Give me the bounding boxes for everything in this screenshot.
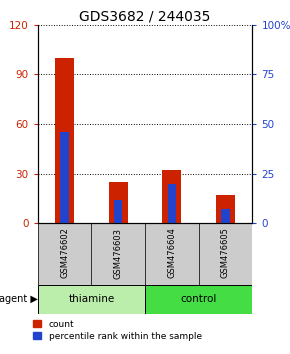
Text: control: control — [180, 295, 217, 304]
Text: GSM476602: GSM476602 — [60, 228, 69, 279]
Bar — [168, 184, 176, 223]
Legend: count, percentile rank within the sample: count, percentile rank within the sample — [32, 318, 204, 343]
Text: GSM476603: GSM476603 — [114, 228, 123, 279]
Title: GDS3682 / 244035: GDS3682 / 244035 — [79, 10, 211, 24]
Bar — [55, 58, 74, 223]
Text: GSM476604: GSM476604 — [167, 228, 176, 279]
Bar — [216, 195, 235, 223]
Bar — [162, 170, 181, 223]
Bar — [221, 210, 230, 223]
Bar — [145, 223, 199, 285]
Bar — [38, 223, 91, 285]
Text: thiamine: thiamine — [68, 295, 115, 304]
Bar — [38, 285, 145, 314]
Bar — [114, 200, 122, 223]
Bar — [199, 223, 252, 285]
Text: GSM476605: GSM476605 — [221, 228, 230, 279]
Text: agent ▶: agent ▶ — [0, 295, 38, 304]
Bar — [145, 285, 252, 314]
Bar — [109, 182, 128, 223]
Bar — [60, 132, 69, 223]
Bar — [91, 223, 145, 285]
